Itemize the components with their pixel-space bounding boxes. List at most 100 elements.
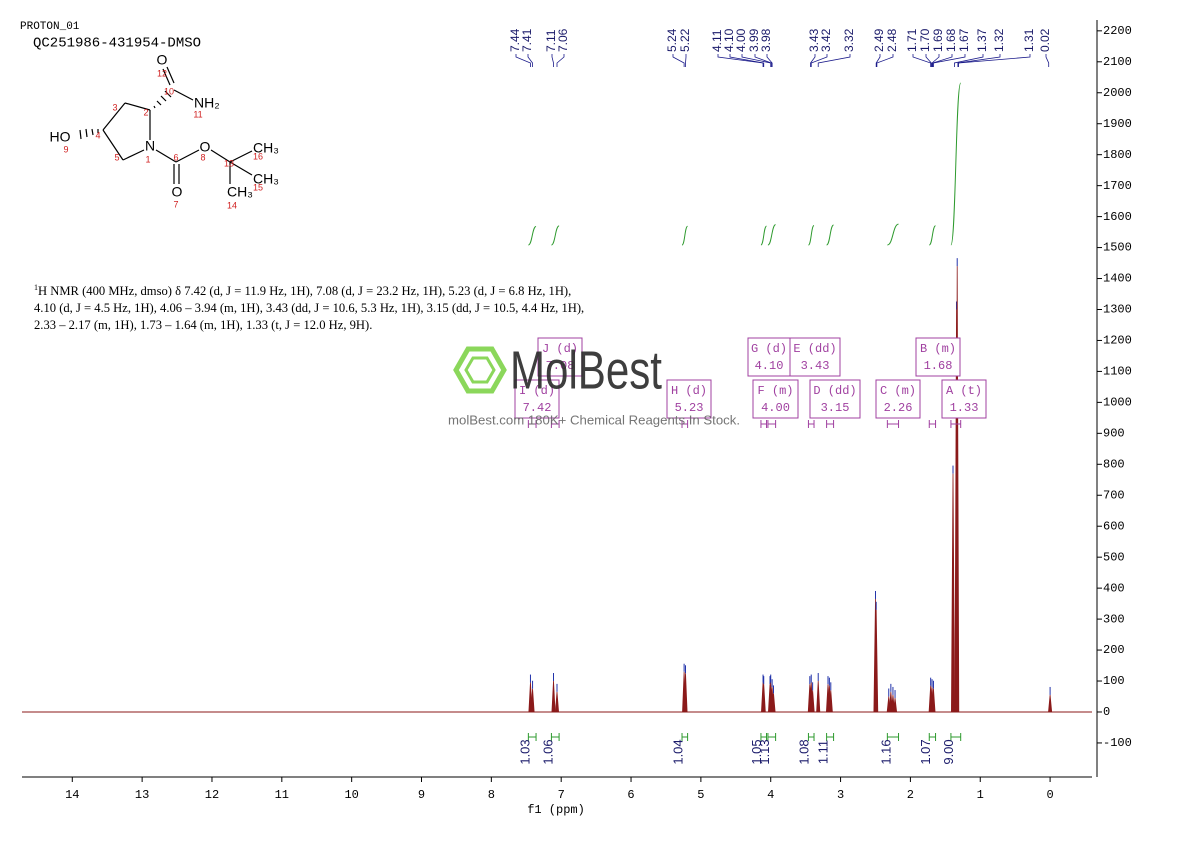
- peak-leader: [925, 54, 932, 67]
- peak-label: 2.48: [885, 28, 899, 52]
- integral-bracket: [928, 733, 937, 741]
- atom-label: O: [157, 52, 168, 68]
- integral-label: 1.05: [749, 739, 764, 764]
- peak-leader: [876, 54, 894, 67]
- multiplet-box: [747, 337, 791, 377]
- multiplet-shift: 4.00: [761, 401, 790, 415]
- multiplet-shift: 7.42: [523, 401, 552, 415]
- multiplet-name: A (t): [946, 384, 982, 398]
- watermark-brand: MolBest: [510, 340, 662, 400]
- bond: [102, 129, 124, 161]
- multiplet-name: F (m): [757, 384, 793, 398]
- atom-label: HO: [50, 129, 71, 145]
- peak-leader: [754, 54, 772, 67]
- peak-leader: [931, 54, 940, 67]
- y-tick-label: 1800: [1103, 148, 1132, 162]
- atom-number: 14: [227, 200, 237, 210]
- peak: [683, 673, 688, 713]
- y-tick-label: 2200: [1103, 24, 1132, 38]
- integral-bracket: [760, 733, 768, 741]
- peak: [1048, 694, 1053, 713]
- peak: [761, 684, 766, 713]
- peak-label: 2.49: [872, 28, 886, 52]
- bond: [166, 66, 175, 84]
- multiplet-name: G (d): [751, 342, 787, 356]
- peak-leader: [954, 54, 984, 67]
- peak: [874, 609, 879, 713]
- y-tick-label: -100: [1103, 736, 1132, 750]
- x-tick-label: 12: [205, 788, 219, 802]
- x-tick-label: 10: [344, 788, 358, 802]
- y-tick-label: 1300: [1103, 303, 1132, 317]
- peak-label: 7.11: [544, 29, 558, 52]
- atom-number: 3: [112, 102, 117, 112]
- multiplet-range: [807, 420, 815, 428]
- peak-leader: [741, 54, 772, 67]
- peak-label: 7.41: [520, 28, 534, 52]
- multiplet-range: [527, 420, 537, 428]
- multiplet-range: [826, 420, 835, 428]
- peak-label: 1.37: [975, 28, 989, 52]
- x-tick-label: 1: [977, 788, 984, 802]
- peak-label: 7.06: [556, 28, 570, 52]
- bond: [91, 128, 94, 136]
- multiplet-shift: 3.43: [801, 359, 830, 373]
- structure-bonds: [79, 66, 253, 184]
- peak-leader: [817, 54, 851, 67]
- multiplet-range: [767, 420, 777, 428]
- bond: [229, 161, 253, 176]
- integral-label: 1.08: [797, 739, 812, 764]
- y-tick-label: 1700: [1103, 179, 1132, 193]
- y-tick-label: 100: [1103, 674, 1125, 688]
- integral-label: 1.16: [878, 739, 893, 764]
- multiplet-name: C (m): [880, 384, 916, 398]
- integral-curve: [826, 224, 834, 246]
- nmr-description: 1H NMR (400 MHz, dmso) δ 7.42 (d, J = 11…: [34, 279, 590, 334]
- bond: [153, 105, 156, 109]
- integral-bracket: [807, 733, 815, 741]
- multiplet-shift: 4.10: [755, 359, 784, 373]
- peak: [810, 690, 815, 713]
- peak: [816, 680, 821, 713]
- peak-label: 0.02: [1038, 28, 1052, 52]
- integral-bracket: [886, 733, 900, 741]
- y-tick-label: 900: [1103, 427, 1125, 441]
- y-tick-label: 2100: [1103, 55, 1132, 69]
- atom-number: 5: [114, 152, 119, 162]
- integral-curve: [887, 223, 899, 246]
- multiplet-shift: 1.33: [950, 401, 979, 415]
- bond: [173, 89, 194, 101]
- peak-leader: [1045, 54, 1050, 67]
- atom-number: 2: [143, 107, 148, 117]
- multiplet-range: [760, 420, 768, 428]
- peak: [892, 698, 898, 713]
- peak: [554, 691, 560, 713]
- atom-label: O: [200, 139, 211, 155]
- multiplet-box: [875, 379, 921, 419]
- integral-curve: [681, 225, 689, 246]
- y-tick-label: 700: [1103, 488, 1125, 502]
- bond: [155, 149, 177, 163]
- x-tick-label: 0: [1046, 788, 1053, 802]
- peak-label: 4.00: [734, 28, 748, 52]
- peak-leader: [515, 54, 531, 67]
- atom-label: CH₃: [227, 184, 253, 200]
- multiplet-name: H (d): [671, 384, 707, 398]
- atom-number: 6: [173, 152, 178, 162]
- y-tick-label: 200: [1103, 643, 1125, 657]
- multiplet-box: [809, 379, 861, 419]
- integral-label: 1.04: [670, 739, 685, 764]
- multiplet-name: D (dd): [813, 384, 856, 398]
- bond: [162, 68, 171, 86]
- peak-label: 3.99: [747, 28, 761, 52]
- peak-leader: [717, 54, 764, 67]
- y-tick-label: 1200: [1103, 334, 1132, 348]
- bond: [85, 128, 88, 138]
- peak-label: 3.43: [807, 28, 821, 52]
- watermark-logo-inner: [464, 356, 496, 384]
- peak-leader: [729, 54, 765, 67]
- x-tick-label: 3: [837, 788, 844, 802]
- superscript: 1: [34, 283, 38, 292]
- bond: [124, 102, 151, 111]
